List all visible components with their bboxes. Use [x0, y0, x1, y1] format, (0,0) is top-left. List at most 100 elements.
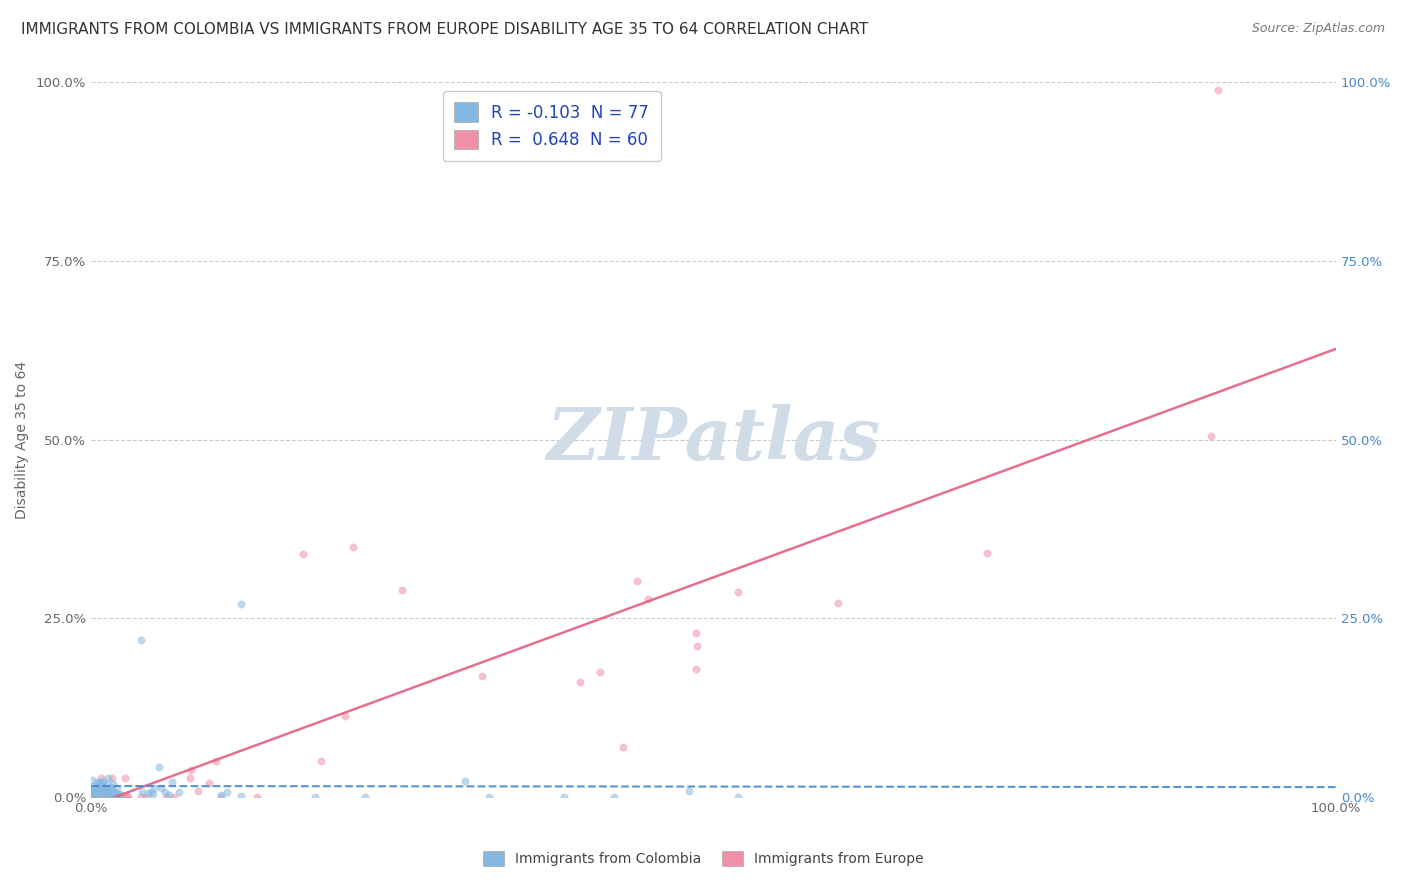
Point [603, 789, 626, 804]
Point [149, 781, 172, 796]
Point [105, 788, 128, 802]
Point [83, 789, 105, 804]
Point [204, 754, 226, 768]
Point [100, 785, 122, 799]
Y-axis label: Disability Age 35 to 64: Disability Age 35 to 64 [15, 360, 30, 518]
Point [143, 781, 166, 796]
Point [304, 789, 326, 804]
Point [86, 788, 108, 802]
Legend: R = -0.103  N = 77, R =  0.648  N = 60: R = -0.103 N = 77, R = 0.648 N = 60 [443, 91, 661, 161]
Point [83, 781, 105, 796]
Point [97, 772, 120, 786]
Point [391, 582, 413, 597]
Point [104, 789, 127, 804]
Point [89, 789, 111, 804]
Point [82, 779, 104, 793]
Point [335, 709, 357, 723]
Point [90, 789, 112, 804]
Text: IMMIGRANTS FROM COLOMBIA VS IMMIGRANTS FROM EUROPE DISABILITY AGE 35 TO 64 CORRE: IMMIGRANTS FROM COLOMBIA VS IMMIGRANTS F… [21, 22, 869, 37]
Point [827, 596, 849, 610]
Point [90, 776, 112, 790]
Point [87, 785, 110, 799]
Point [93, 789, 115, 804]
Point [86, 784, 108, 798]
Point [157, 788, 180, 802]
Point [94, 786, 117, 800]
Point [685, 662, 707, 676]
Point [685, 640, 707, 654]
Point [87, 789, 110, 804]
Point [87, 786, 110, 800]
Point [86, 774, 108, 789]
Point [626, 574, 648, 589]
Point [568, 675, 591, 690]
Point [94, 782, 117, 797]
Point [80, 783, 103, 797]
Point [478, 789, 501, 804]
Point [96, 785, 118, 799]
Point [103, 787, 125, 801]
Point [187, 784, 209, 798]
Point [87, 777, 110, 791]
Point [96, 787, 118, 801]
Point [100, 771, 122, 785]
Point [129, 789, 152, 804]
Point [1206, 82, 1229, 96]
Point [180, 764, 202, 778]
Point [83, 789, 105, 804]
Point [105, 789, 128, 804]
Point [89, 789, 111, 804]
Point [91, 774, 114, 789]
Point [80, 784, 103, 798]
Point [155, 789, 177, 804]
Point [108, 789, 131, 803]
Point [1201, 428, 1223, 442]
Point [114, 789, 136, 803]
Point [101, 789, 124, 804]
Point [100, 788, 122, 802]
Point [138, 786, 160, 800]
Point [87, 775, 110, 789]
Point [84, 787, 107, 801]
Point [84, 789, 107, 804]
Point [637, 592, 659, 607]
Point [229, 597, 252, 611]
Point [142, 787, 165, 801]
Point [727, 584, 749, 599]
Point [155, 785, 177, 799]
Point [117, 789, 139, 804]
Legend: Immigrants from Colombia, Immigrants from Europe: Immigrants from Colombia, Immigrants fro… [477, 846, 929, 871]
Point [148, 759, 170, 773]
Point [87, 785, 110, 799]
Point [97, 788, 120, 802]
Point [678, 784, 700, 798]
Point [453, 774, 475, 789]
Point [83, 789, 105, 804]
Point [90, 783, 112, 797]
Point [311, 754, 333, 768]
Point [84, 784, 107, 798]
Text: ZIPatlas: ZIPatlas [547, 404, 880, 475]
Point [131, 785, 153, 799]
Point [87, 789, 110, 804]
Point [83, 781, 105, 796]
Point [976, 546, 998, 560]
Point [107, 789, 129, 804]
Point [114, 771, 136, 785]
Point [589, 665, 612, 679]
Point [80, 772, 103, 787]
Point [135, 789, 157, 804]
Point [96, 777, 118, 791]
Point [685, 626, 707, 640]
Point [86, 789, 108, 803]
Point [112, 789, 135, 804]
Point [342, 540, 364, 554]
Point [91, 789, 114, 804]
Point [87, 784, 110, 798]
Point [96, 789, 118, 804]
Point [229, 789, 252, 804]
Point [103, 789, 125, 804]
Point [727, 789, 749, 804]
Point [84, 782, 107, 797]
Point [89, 785, 111, 799]
